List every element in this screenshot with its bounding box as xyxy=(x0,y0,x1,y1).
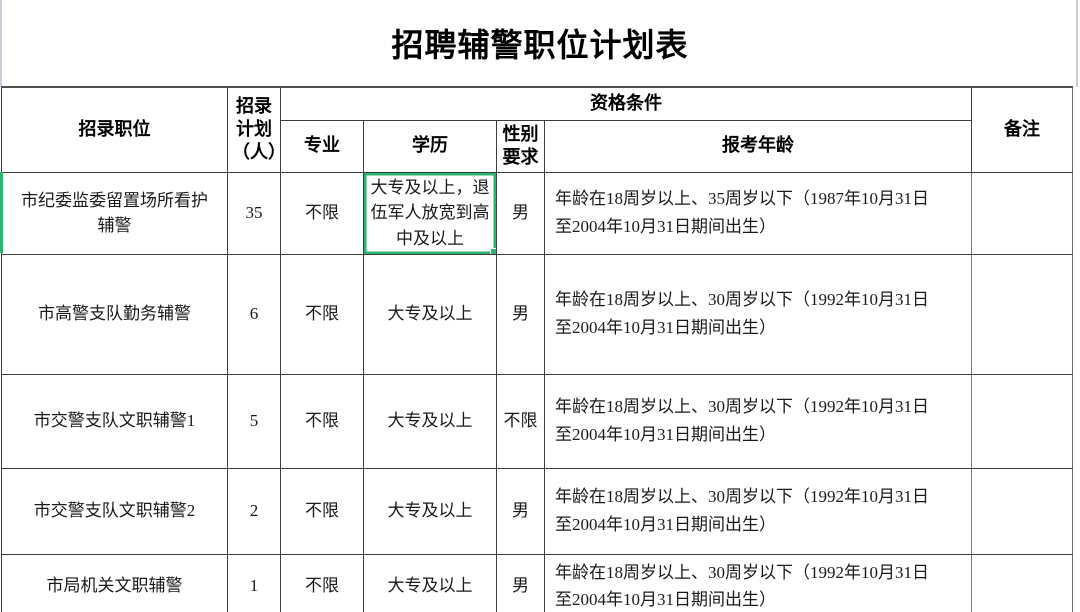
header-cell-position[interactable]: 招录职位 xyxy=(1,86,228,173)
table-body: 市纪委监委留置场所看护辅警 35 不限 大专及以上，退伍军人放宽到高中及以上 男… xyxy=(1,171,1073,612)
title-cell[interactable]: 招聘辅警职位计划表 xyxy=(0,0,1080,86)
cell-position[interactable]: 市局机关文职辅警 xyxy=(1,553,228,612)
header-row-2: 专业 学历 性别要求 报考年龄 xyxy=(2,119,1073,173)
header-cell-qualification[interactable]: 资格条件 xyxy=(280,86,972,121)
cell-major[interactable]: 不限 xyxy=(280,467,364,555)
cell-age[interactable]: 年龄在18周岁以上、30周岁以下（1992年10月31日 至2004年10月31… xyxy=(544,467,972,555)
cell-age[interactable]: 年龄在18周岁以上、30周岁以下（1992年10月31日 至2004年10月31… xyxy=(544,373,972,469)
sheet-edge-right xyxy=(1076,0,1078,87)
cell-plan[interactable]: 5 xyxy=(227,373,281,469)
cell-major[interactable]: 不限 xyxy=(280,253,364,375)
table-row: 市纪委监委留置场所看护辅警 35 不限 大专及以上，退伍军人放宽到高中及以上 男… xyxy=(1,171,1073,255)
table-header: 招录职位 招录计划（人） 资格条件 备注 专业 学历 性别要求 报考年龄 xyxy=(1,86,1073,173)
header-cell-major[interactable]: 专业 xyxy=(280,119,364,173)
selected-row-indicator xyxy=(0,172,3,253)
cell-major[interactable]: 不限 xyxy=(280,171,364,255)
cell-plan[interactable]: 35 xyxy=(227,171,281,255)
cell-plan[interactable]: 6 xyxy=(227,253,281,375)
cell-remarks[interactable] xyxy=(971,373,1073,469)
cell-plan[interactable]: 1 xyxy=(227,553,281,612)
page-title: 招聘辅警职位计划表 xyxy=(391,27,689,63)
cell-major[interactable]: 不限 xyxy=(280,553,364,612)
table-row: 市局机关文职辅警 1 不限 大专及以上 男 年龄在18周岁以上、30周岁以下（1… xyxy=(1,553,1073,612)
cell-position[interactable]: 市纪委监委留置场所看护辅警 xyxy=(1,171,228,255)
cell-remarks[interactable] xyxy=(971,553,1073,612)
cell-age[interactable]: 年龄在18周岁以上、30周岁以下（1992年10月31日 至2004年10月31… xyxy=(544,253,972,375)
table-row: 市交警支队文职辅警1 5 不限 大专及以上 不限 年龄在18周岁以上、30周岁以… xyxy=(1,373,1073,469)
cell-position[interactable]: 市交警支队文职辅警1 xyxy=(1,373,228,469)
cell-gender[interactable]: 不限 xyxy=(496,373,545,469)
cell-major[interactable]: 不限 xyxy=(280,373,364,469)
header-cell-gender[interactable]: 性别要求 xyxy=(496,119,545,173)
cell-education[interactable]: 大专及以上 xyxy=(363,553,497,612)
cell-remarks[interactable] xyxy=(971,467,1073,555)
table-row: 市高警支队勤务辅警 6 不限 大专及以上 男 年龄在18周岁以上、30周岁以下（… xyxy=(1,253,1073,375)
cell-position[interactable]: 市高警支队勤务辅警 xyxy=(1,253,228,375)
cell-age[interactable]: 年龄在18周岁以上、35周岁以下（1987年10月31日 至2004年10月31… xyxy=(544,171,972,255)
cell-age[interactable]: 年龄在18周岁以上、30周岁以下（1992年10月31日 至2004年10月31… xyxy=(544,553,972,612)
cell-gender[interactable]: 男 xyxy=(496,467,545,555)
cell-gender[interactable]: 男 xyxy=(496,171,545,255)
sheet-edge-left xyxy=(0,0,2,87)
cell-education[interactable]: 大专及以上 xyxy=(363,253,497,375)
cell-remarks[interactable] xyxy=(971,171,1073,255)
header-cell-education[interactable]: 学历 xyxy=(363,119,497,173)
cell-education[interactable]: 大专及以上 xyxy=(363,373,497,469)
cell-gender[interactable]: 男 xyxy=(496,253,545,375)
cell-plan[interactable]: 2 xyxy=(227,467,281,555)
cell-gender[interactable]: 男 xyxy=(496,553,545,612)
table-row: 市交警支队文职辅警2 2 不限 大专及以上 男 年龄在18周岁以上、30周岁以下… xyxy=(1,467,1073,555)
header-cell-plan[interactable]: 招录计划（人） xyxy=(227,86,281,173)
selected-cell[interactable]: 大专及以上，退伍军人放宽到高中及以上 xyxy=(363,171,497,255)
header-row-1: 招录职位 招录计划（人） 资格条件 备注 xyxy=(1,86,1073,173)
cell-remarks[interactable] xyxy=(971,253,1073,375)
recruitment-table: 招录职位 招录计划（人） 资格条件 备注 专业 学历 性别要求 报考年龄 市纪委… xyxy=(1,86,1073,612)
header-cell-remarks[interactable]: 备注 xyxy=(971,86,1073,173)
header-cell-age[interactable]: 报考年龄 xyxy=(544,119,972,173)
cell-position[interactable]: 市交警支队文职辅警2 xyxy=(1,467,228,555)
cell-education[interactable]: 大专及以上 xyxy=(363,467,497,555)
